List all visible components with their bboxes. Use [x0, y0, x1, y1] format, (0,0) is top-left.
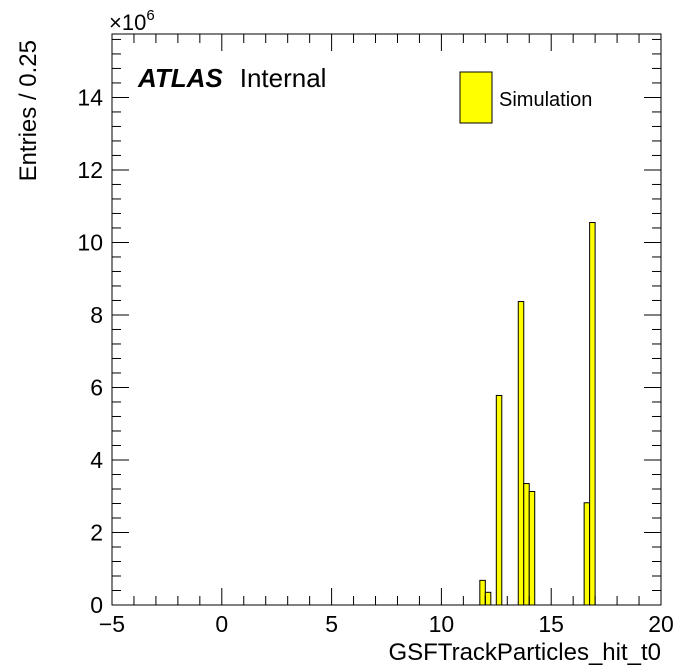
multiplier-exponent: 6 [146, 7, 154, 24]
histogram-bin [589, 222, 596, 606]
y-tick-label: 14 [77, 84, 103, 110]
legend: Simulation [459, 71, 592, 124]
plot-frame [111, 33, 662, 606]
y-tick-label: 12 [77, 157, 103, 183]
x-tick-label: 0 [215, 611, 228, 637]
histogram-bin [495, 394, 503, 606]
axis-ticks [111, 34, 662, 606]
y-tick-label: 0 [90, 592, 103, 618]
y-axis-multiplier: ×106 [109, 7, 155, 35]
legend-swatch [459, 71, 493, 124]
atlas-label-bold: ATLAS [137, 63, 223, 93]
histogram-bin [523, 483, 530, 606]
x-tick-label: 20 [648, 611, 674, 637]
histogram-bin [583, 502, 591, 606]
y-tick-label: 10 [77, 229, 103, 255]
y-tick-label: 4 [90, 447, 103, 473]
histogram-bin [528, 491, 536, 606]
x-tick-label: −5 [99, 611, 125, 637]
x-tick-label: 10 [429, 611, 455, 637]
multiplier-base: ×10 [109, 10, 146, 35]
y-tick-labels: 0 2 4 6 8 10 12 14 [77, 84, 103, 618]
legend-label: Simulation [499, 89, 592, 111]
histogram-bin [479, 579, 486, 606]
atlas-label-internal: Internal [240, 63, 327, 93]
y-tick-label: 2 [90, 519, 103, 545]
x-tick-label: 5 [325, 611, 338, 637]
x-tick-labels: −5 0 5 10 15 20 [99, 611, 674, 637]
atlas-label: ATLAS Internal [137, 63, 326, 93]
histogram-bin [484, 591, 492, 606]
x-axis-label: GSFTrackParticles_hit_t0 [388, 639, 661, 666]
x-tick-label: 15 [538, 611, 564, 637]
y-axis-label: Entries / 0.25 [15, 40, 42, 181]
histogram-bin [517, 301, 525, 606]
y-tick-label: 6 [90, 374, 103, 400]
y-tick-label: 8 [90, 302, 103, 328]
